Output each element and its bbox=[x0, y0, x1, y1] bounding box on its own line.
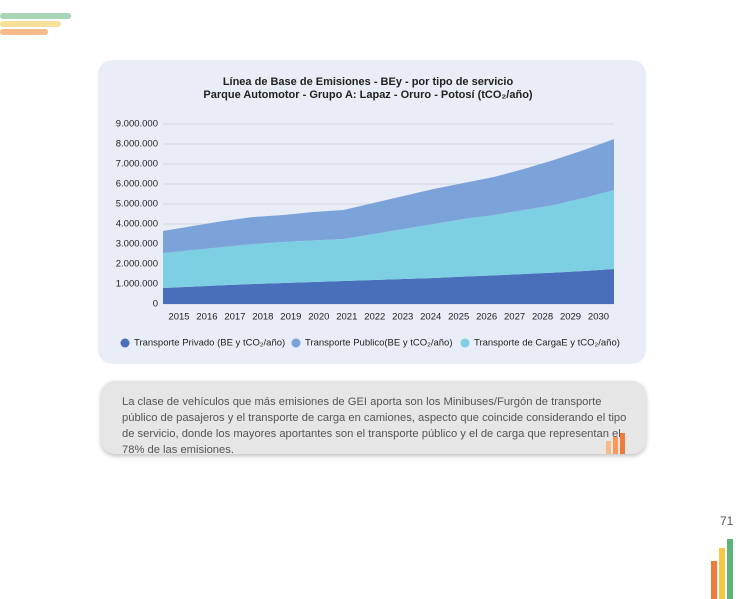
note-box: La clase de vehículos que más emisiones … bbox=[101, 381, 646, 456]
area bbox=[163, 190, 614, 288]
note-text: La clase de vehículos que más emisiones … bbox=[122, 396, 627, 456]
x-tick-label: 2021 bbox=[336, 312, 357, 323]
decor-bar bbox=[620, 433, 625, 454]
x-tick-label: 2017 bbox=[224, 312, 245, 323]
area bbox=[163, 269, 614, 304]
chart-title: Parque Automotor - Grupo A: Lapaz - Orur… bbox=[203, 89, 533, 101]
legend-label: Transporte de CargaE y tCO₂/año) bbox=[474, 338, 620, 349]
y-tick-label: 0 bbox=[153, 299, 158, 310]
decor-bar bbox=[719, 548, 725, 599]
chart-title: Línea de Base de Emisiones - BEy - por t… bbox=[223, 76, 514, 88]
decor-bar bbox=[613, 437, 618, 454]
x-tick-label: 2028 bbox=[532, 312, 553, 323]
y-tick-label: 4.000.000 bbox=[116, 219, 158, 230]
decor-bar bbox=[727, 539, 733, 599]
x-tick-label: 2025 bbox=[448, 312, 469, 323]
x-tick-label: 2015 bbox=[168, 312, 189, 323]
decor-bar bbox=[0, 29, 48, 35]
decor-bar bbox=[0, 21, 61, 27]
legend-swatch bbox=[120, 338, 130, 348]
x-tick-label: 2019 bbox=[280, 312, 301, 323]
legend-label: Transporte Privado (BE y tCO₂/año) bbox=[134, 338, 285, 349]
y-tick-label: 6.000.000 bbox=[116, 179, 158, 190]
y-tick-label: 2.000.000 bbox=[116, 259, 158, 270]
x-tick-label: 2018 bbox=[252, 312, 273, 323]
x-tick-label: 2023 bbox=[392, 312, 413, 323]
y-tick-label: 8.000.000 bbox=[116, 139, 158, 150]
decor-bar bbox=[606, 441, 611, 454]
legend-swatch bbox=[460, 338, 470, 348]
y-tick-label: 9.000.000 bbox=[116, 119, 158, 130]
x-tick-label: 2026 bbox=[476, 312, 497, 323]
y-tick-label: 1.000.000 bbox=[116, 279, 158, 290]
y-tick-label: 5.000.000 bbox=[116, 199, 158, 210]
y-tick-label: 3.000.000 bbox=[116, 239, 158, 250]
area bbox=[163, 139, 614, 253]
decor-bar bbox=[711, 561, 717, 599]
y-tick-label: 7.000.000 bbox=[116, 159, 158, 170]
decor-bar bbox=[0, 13, 71, 19]
x-tick-label: 2029 bbox=[560, 312, 581, 323]
page-number: 71 bbox=[720, 514, 734, 528]
x-tick-label: 2024 bbox=[420, 312, 441, 323]
x-tick-label: 2027 bbox=[504, 312, 525, 323]
x-tick-label: 2020 bbox=[308, 312, 329, 323]
legend-swatch bbox=[291, 338, 301, 348]
legend-label: Transporte Publico(BE y tCO₂/año) bbox=[305, 338, 452, 349]
x-tick-label: 2030 bbox=[588, 312, 609, 323]
note-decor bbox=[606, 433, 625, 454]
x-tick-label: 2022 bbox=[364, 312, 385, 323]
x-tick-label: 2016 bbox=[196, 312, 217, 323]
chart: Línea de Base de Emisiones - BEy - por t… bbox=[116, 76, 620, 349]
